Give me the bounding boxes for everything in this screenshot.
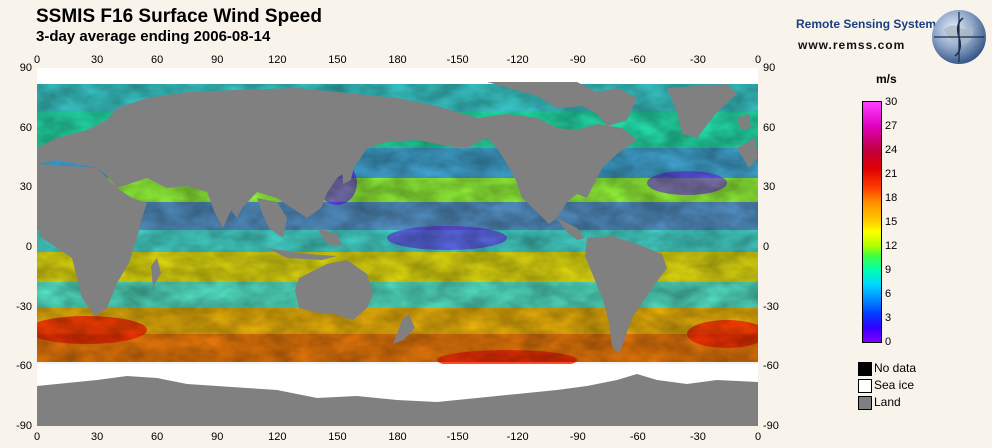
brand-url[interactable]: www.remss.com [798, 38, 906, 52]
y-tick-label: 90 [763, 62, 776, 74]
colorbar-tick-label: 21 [885, 168, 898, 180]
x-tick-label: -150 [446, 54, 469, 66]
x-tick-label: -120 [506, 54, 529, 66]
y-tick-label: -30 [16, 300, 32, 313]
colorbar-tick-label: 18 [885, 192, 898, 204]
y-tick-label: 30 [19, 181, 32, 194]
x-tick-label: 150 [328, 431, 347, 443]
x-tick-label: 30 [90, 54, 104, 66]
x-tick-label: 120 [268, 431, 287, 443]
colorbar-tick-label: 9 [885, 264, 892, 276]
legend-label: No data [874, 361, 917, 375]
legend-label: Sea ice [874, 378, 915, 392]
x-tick-label: 0 [33, 431, 41, 443]
x-tick-label: 0 [33, 54, 41, 66]
legend-label: Land [874, 395, 901, 409]
legend-swatch [858, 379, 872, 393]
brand-name[interactable]: Remote Sensing Systems [796, 17, 943, 31]
x-tick-label: 120 [268, 54, 287, 66]
map-subtitle: 3-day average ending 2006-08-14 [36, 28, 271, 45]
x-tick-label: 60 [151, 54, 164, 66]
x-tick-label: 0 [754, 54, 762, 66]
x-tick-label: -30 [689, 54, 706, 66]
x-tick-label: 180 [388, 431, 407, 443]
y-tick-label: -90 [16, 420, 32, 432]
colorbar-tick-label: 30 [885, 96, 898, 108]
map-title: SSMIS F16 Surface Wind Speed [36, 6, 322, 27]
colorbar-tick-label: 6 [885, 288, 892, 300]
wind-speed-colorbar [862, 101, 882, 343]
x-tick-label: 0 [754, 431, 762, 443]
y-tick-label: 0 [763, 241, 770, 253]
x-tick-label: 60 [151, 431, 164, 443]
colorbar-unit: m/s [876, 72, 897, 86]
x-tick-label: 90 [211, 431, 224, 443]
x-tick-label: -90 [569, 54, 586, 66]
x-tick-label: -60 [629, 431, 646, 443]
colorbar-tick-label: 0 [885, 336, 892, 348]
y-tick-label: -30 [763, 300, 779, 313]
legend-swatch [858, 362, 872, 376]
colorbar-tick-label: 15 [885, 216, 898, 228]
y-tick-label: 90 [19, 62, 32, 74]
legend-swatch [858, 396, 872, 410]
wind-speed-map [37, 68, 758, 426]
x-tick-label: 150 [328, 54, 347, 66]
x-tick-label: 90 [211, 54, 224, 66]
x-tick-label: 30 [90, 431, 104, 443]
x-tick-label: -90 [569, 431, 586, 443]
colorbar-tick-label: 12 [885, 240, 898, 252]
globe-logo-icon [932, 10, 986, 64]
colorbar-tick-label: 3 [885, 312, 892, 324]
colorbar-tick-label: 27 [885, 120, 898, 132]
y-tick-label: -90 [763, 420, 779, 432]
x-tick-label: -60 [629, 54, 646, 66]
x-tick-label: -30 [689, 431, 706, 443]
x-tick-label: 180 [388, 54, 407, 66]
x-tick-label: -150 [446, 431, 469, 443]
y-tick-label: 0 [25, 241, 32, 253]
y-tick-label: -60 [16, 360, 32, 373]
x-tick-label: -120 [506, 431, 529, 443]
y-tick-label: 60 [763, 121, 776, 134]
y-tick-label: 60 [19, 121, 32, 134]
y-tick-label: -60 [763, 360, 779, 373]
y-tick-label: 30 [763, 181, 776, 194]
colorbar-tick-label: 24 [885, 144, 898, 156]
